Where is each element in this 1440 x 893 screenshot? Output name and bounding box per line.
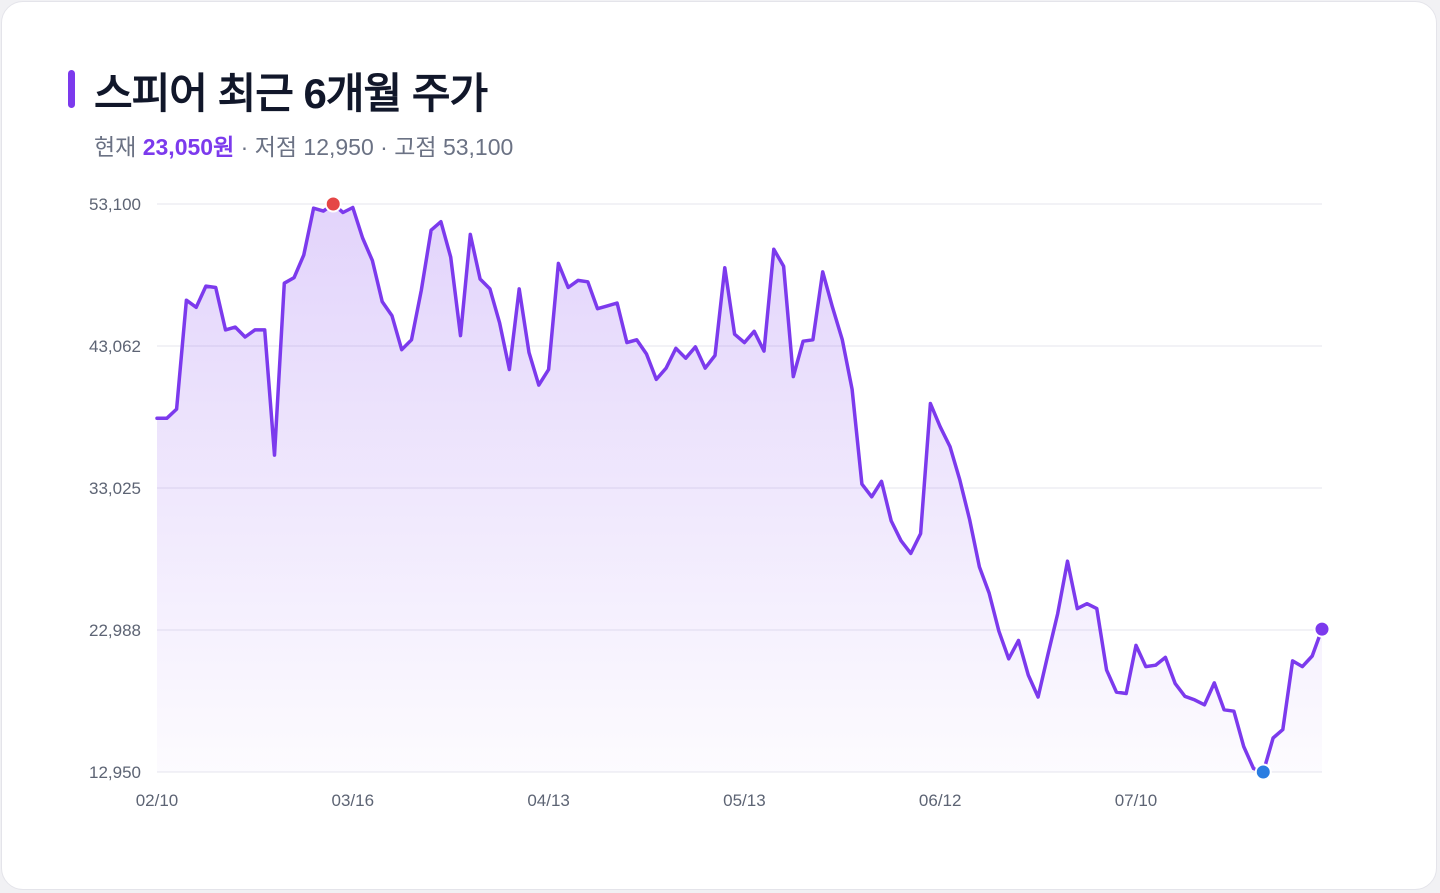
title-accent-bar xyxy=(68,70,75,108)
x-tick-label: 03/16 xyxy=(332,791,375,810)
x-tick-label: 06/12 xyxy=(919,791,962,810)
y-axis: 12,950 22,988 33,025 43,062 53,100 xyxy=(89,195,141,782)
chart-title: 스피어 최근 6개월 주가 xyxy=(94,70,488,117)
y-tick-label: 43,062 xyxy=(89,337,141,356)
y-tick-label: 33,025 xyxy=(89,479,141,498)
price-area xyxy=(157,204,1322,772)
x-tick-label: 07/10 xyxy=(1115,791,1158,810)
x-tick-label: 05/13 xyxy=(723,791,766,810)
low-label: 저점 xyxy=(254,134,298,160)
x-tick-label: 02/10 xyxy=(136,791,179,810)
y-tick-label: 22,988 xyxy=(89,621,141,640)
low-marker xyxy=(1254,763,1272,781)
y-tick-label: 53,100 xyxy=(89,195,141,214)
price-summary: 현재 23,050원 · 저점 12,950 · 고점 53,100 xyxy=(94,128,513,162)
price-line xyxy=(155,202,1324,774)
high-value: 53,100 xyxy=(442,134,514,160)
separator: · xyxy=(240,134,249,160)
last-marker xyxy=(1313,620,1331,638)
low-value: 12,950 xyxy=(303,134,374,160)
high-marker xyxy=(324,195,342,213)
high-label: 고점 xyxy=(394,134,437,160)
current-label: 현재 xyxy=(94,134,137,160)
y-tick-label: 12,950 xyxy=(89,763,141,782)
separator: · xyxy=(380,134,388,160)
x-tick-label: 04/13 xyxy=(527,791,570,810)
x-axis: 02/10 03/16 04/13 05/13 06/12 07/10 xyxy=(136,791,1158,810)
current-value: 23,050원 xyxy=(142,134,235,160)
